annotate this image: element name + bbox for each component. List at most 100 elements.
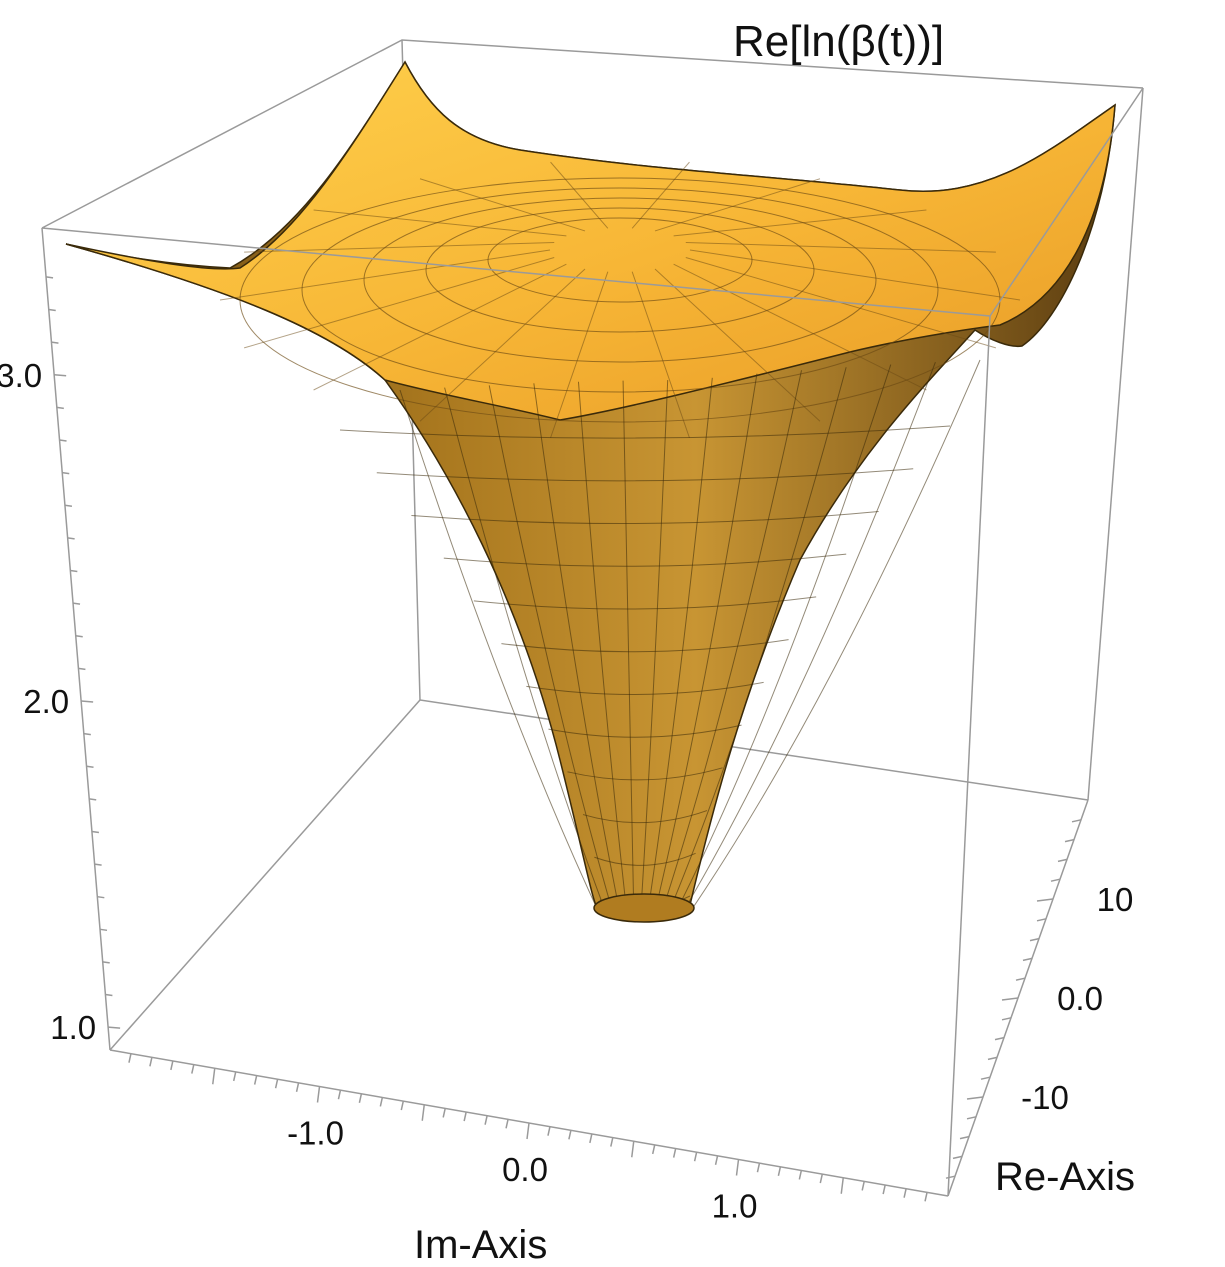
z-tick <box>99 928 108 932</box>
x-tick <box>149 1057 153 1067</box>
z-tick <box>67 537 75 540</box>
x-tick <box>253 1075 258 1085</box>
x-tick <box>442 1108 446 1118</box>
x-tick <box>882 1184 886 1195</box>
y-tick <box>1001 997 1019 1001</box>
mesh-body-vertical <box>674 364 892 916</box>
x-tick <box>463 1111 467 1122</box>
x-tick <box>484 1115 488 1125</box>
z-tick <box>75 634 83 638</box>
x-tick <box>840 1177 844 1194</box>
mesh-body-vertical <box>533 383 621 916</box>
y-tick <box>952 1155 963 1160</box>
funnel-surface <box>65 60 1116 923</box>
mesh-body-vertical <box>488 385 615 916</box>
x-tick-label: -1.0 <box>287 1115 344 1152</box>
x-axis-title: Im-Axis <box>414 1223 547 1267</box>
box-front-edges <box>41 87 1144 1197</box>
mesh-radial <box>419 178 586 232</box>
mesh-radial <box>654 178 821 232</box>
x-tick <box>672 1148 677 1158</box>
y-tick-label: -10 <box>1021 1079 1069 1116</box>
z-tick-label: 1.0 <box>50 1009 96 1046</box>
x-tick <box>631 1141 635 1158</box>
mesh-body-vertical <box>640 380 669 916</box>
x-tick <box>714 1155 719 1166</box>
y-tick <box>1064 838 1075 843</box>
x-tick <box>212 1068 216 1085</box>
z-tick <box>97 895 105 899</box>
x-tick <box>547 1126 551 1136</box>
x-tick <box>358 1093 363 1103</box>
mesh-body-horizontal <box>594 852 696 866</box>
mesh-body-vertical <box>653 373 758 916</box>
y-tick <box>1001 1017 1012 1021</box>
x-tick <box>861 1181 865 1191</box>
z-tick-label: 3.0 <box>0 357 42 394</box>
x-tick-label: 0.0 <box>502 1151 548 1188</box>
mesh-body-horizontal <box>473 596 817 610</box>
y-tick <box>945 1175 956 1179</box>
y-tick <box>1050 878 1061 882</box>
mesh-body-horizontal <box>339 425 951 439</box>
mesh-radial <box>244 241 555 253</box>
mesh-body-vertical <box>687 359 981 916</box>
z-tick <box>64 504 73 508</box>
x-tick <box>777 1166 782 1176</box>
mesh-radial <box>313 209 567 237</box>
x-tick <box>568 1130 572 1140</box>
mesh-radial <box>313 263 567 391</box>
z-tick <box>94 863 102 866</box>
x-tick <box>274 1079 279 1089</box>
y-tick <box>1036 918 1047 922</box>
mesh-radial <box>631 161 690 229</box>
z-tick <box>91 830 100 834</box>
y-tick <box>987 1056 998 1061</box>
mesh-radial <box>654 268 821 422</box>
plot-title: Re[ln(β(t))] <box>733 17 944 66</box>
mesh-radial <box>673 209 927 237</box>
z-tick <box>62 471 70 475</box>
x-tick <box>128 1053 132 1063</box>
mesh-body-horizontal <box>582 810 708 824</box>
tick-labels: 1.0 2.0 3.0 -1.0 0.0 1.0 -10 0.0 10 <box>0 357 1133 1225</box>
mesh-body-horizontal <box>376 468 914 482</box>
x-tick <box>610 1137 614 1147</box>
y-tick-label: 10 <box>1097 881 1134 918</box>
x-tick <box>651 1144 656 1155</box>
y-tick <box>1022 957 1033 962</box>
mesh-body-vertical <box>399 389 601 916</box>
mesh-radial <box>685 241 996 253</box>
x-tick <box>693 1152 698 1162</box>
y-tick <box>980 1076 991 1080</box>
z-tick <box>59 439 67 442</box>
z-tick <box>86 765 94 768</box>
z-tick <box>89 798 97 801</box>
z-tick <box>70 569 78 573</box>
x-tick <box>819 1173 824 1184</box>
mesh-body-horizontal <box>526 681 764 695</box>
mesh-body-vertical <box>646 377 713 916</box>
y-tick <box>994 1036 1005 1041</box>
surface-inner-cup <box>65 60 1116 421</box>
z-tick <box>51 341 59 344</box>
y-tick <box>1015 977 1026 981</box>
z-tick <box>45 276 54 279</box>
x-tick <box>400 1100 405 1111</box>
mesh-radial <box>419 268 586 422</box>
x-tick <box>589 1133 593 1144</box>
mesh-body-vertical <box>667 367 847 916</box>
x-tick <box>903 1188 907 1198</box>
x-tick <box>170 1060 174 1071</box>
y-tick <box>966 1096 984 1100</box>
z-tick <box>105 993 113 997</box>
mesh-radial <box>673 263 927 391</box>
y-tick-label: 0.0 <box>1057 980 1103 1017</box>
y-tick <box>966 1116 977 1120</box>
mesh-body-vertical <box>577 381 628 916</box>
x-tick <box>526 1122 530 1140</box>
x-tick <box>756 1162 761 1173</box>
mesh-radial <box>550 271 609 439</box>
mesh-body-vertical <box>680 362 936 916</box>
